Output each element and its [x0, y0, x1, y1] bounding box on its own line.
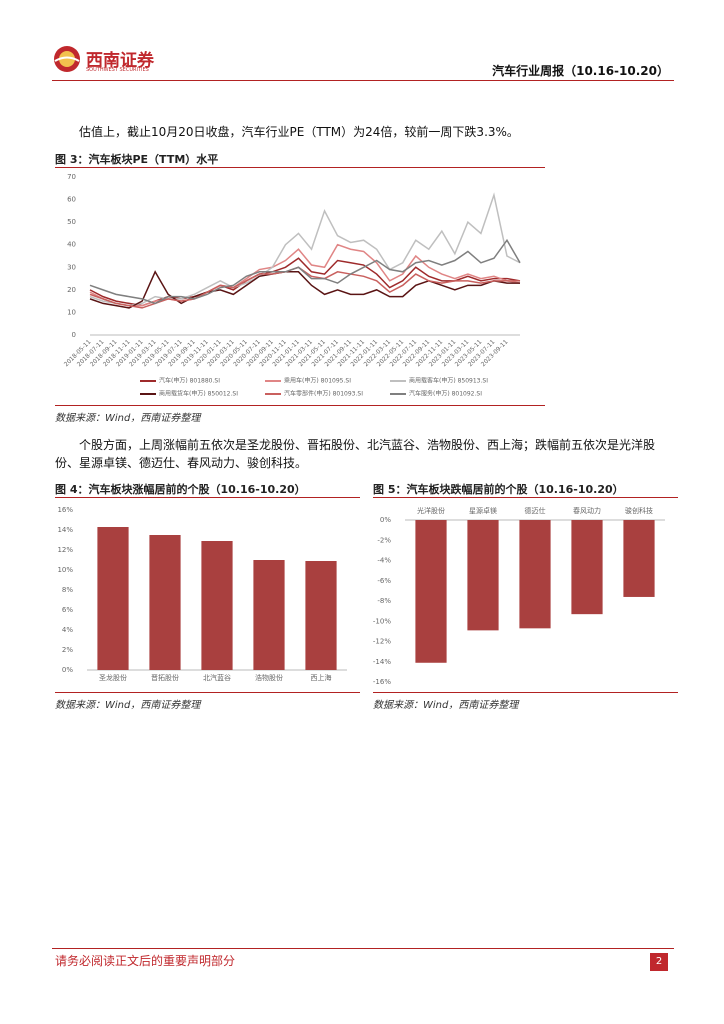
y-tick-label: 30: [67, 263, 76, 271]
y-tick-label: 12%: [57, 546, 73, 554]
x-tick-label: 北汽蓝谷: [203, 673, 231, 682]
series-line: [89, 257, 521, 307]
bar: [97, 527, 129, 670]
y-tick-label: 20: [67, 286, 76, 294]
chart: 0102030405060702018-05-112018-07-112018-…: [63, 173, 521, 398]
x-tick-label: 圣龙股份: [99, 673, 127, 682]
paragraph: 估值上，截止10月20日收盘，汽车行业PE（TTM）为24倍，较前一周下跌3.3…: [79, 125, 519, 139]
y-tick-label: 16%: [57, 506, 73, 514]
series-line: [89, 270, 520, 309]
figure-title: 图 4：汽车板块涨幅居前的个股（10.16-10.20）: [55, 483, 306, 496]
source-note: 数据来源：Wind，西南证券整理: [373, 700, 519, 711]
disclaimer: 请务必阅读正文后的重要声明部分: [55, 954, 236, 968]
x-tick-label: 骏创科技: [625, 506, 653, 515]
y-tick-label: -14%: [373, 658, 391, 666]
bar: [623, 520, 655, 597]
header-title: 汽车行业周报（10.16-10.20）: [492, 64, 669, 78]
source-note: 数据来源：Wind，西南证券整理: [55, 700, 201, 711]
y-tick-label: 40: [67, 241, 76, 249]
x-tick-label: 春风动力: [573, 506, 601, 515]
y-tick-label: 6%: [62, 606, 73, 614]
figure-title: 图 3：汽车板块PE（TTM）水平: [55, 153, 219, 166]
bar: [201, 541, 233, 670]
y-tick-label: 0%: [62, 666, 73, 674]
footer-rule: [52, 948, 674, 949]
legend-label: 汽车服务(申万) 801092.SI: [409, 390, 482, 398]
legend-label: 汽车(申万) 801880.SI: [159, 377, 220, 385]
legend-label: 商用载货车(申万) 850012.SI: [159, 390, 238, 398]
series-line: [89, 238, 521, 305]
figure-rule: [55, 167, 545, 168]
y-tick-label: 2%: [62, 646, 73, 654]
y-tick-label: 10%: [57, 566, 73, 574]
y-tick-label: 4%: [62, 626, 73, 634]
x-tick-label: 光洋股份: [417, 506, 445, 515]
x-tick-label: 西上海: [311, 673, 332, 682]
y-tick-label: 70: [67, 173, 76, 181]
legend-label: 汽车零部件(申万) 801093.SI: [284, 390, 363, 398]
y-tick-label: -10%: [373, 617, 391, 625]
x-tick-label: 德迈仕: [525, 506, 546, 515]
chart: 0% 2% 4% 6% 8% 10% 12% 14% 16% 圣龙股份 晋拓股份 北汽蓝谷 浩物股份 西上…: [57, 506, 347, 682]
logo-icon: [54, 46, 80, 72]
y-tick-label: 50: [67, 218, 76, 226]
x-tick-label: 浩物股份: [255, 673, 283, 682]
y-tick-label: -4%: [377, 557, 391, 565]
header-rule: [52, 80, 674, 81]
bar: [519, 520, 551, 629]
y-tick-label: -16%: [373, 678, 391, 686]
bar: [467, 520, 499, 631]
figure-rule: [373, 692, 678, 693]
figure-title: 图 5：汽车板块跌幅居前的个股（10.16-10.20）: [373, 483, 624, 496]
figure-rule: [55, 497, 360, 498]
paragraph: 个股方面，上周涨幅前五依次是圣龙股份、晋拓股份、北汽蓝谷、浩物股份、西上海；跌幅…: [55, 438, 656, 470]
page-number: 2: [650, 953, 668, 971]
y-tick-label: -6%: [377, 577, 391, 585]
bar: [149, 535, 181, 670]
legend-label: 乘用车(申万) 801095.SI: [284, 377, 351, 385]
y-tick-label: 8%: [62, 586, 73, 594]
bar: [305, 561, 337, 670]
figure-rule: [55, 405, 545, 406]
bar: [571, 520, 603, 615]
chart: 0% -2% -4% -6% -8% -10% -12% -14% -16% 光洋股份 星源卓镁 德迈…: [373, 506, 665, 686]
bar: [415, 520, 447, 663]
y-tick-label: 14%: [57, 526, 73, 534]
logo-sub: SOUTHWEST SECURITIES: [86, 67, 149, 73]
y-tick-label: 0: [72, 331, 76, 339]
logo-text: 西南证券: [86, 51, 154, 71]
y-tick-label: 10: [67, 308, 76, 316]
figure-rule: [373, 497, 678, 498]
source-note: 数据来源：Wind，西南证券整理: [55, 413, 201, 424]
y-tick-label: 0%: [380, 516, 391, 524]
y-tick-label: -2%: [377, 536, 391, 544]
y-tick-label: 60: [67, 196, 76, 204]
figure-rule: [55, 692, 360, 693]
bar: [253, 560, 285, 670]
legend-label: 商用载客车(申万) 850913.SI: [409, 377, 488, 385]
y-tick-label: -8%: [377, 597, 391, 605]
x-tick-label: 星源卓镁: [469, 506, 497, 515]
x-tick-label: 晋拓股份: [151, 673, 179, 682]
series-line: [89, 192, 521, 307]
y-tick-label: -12%: [373, 638, 391, 646]
series-line: [89, 266, 520, 309]
